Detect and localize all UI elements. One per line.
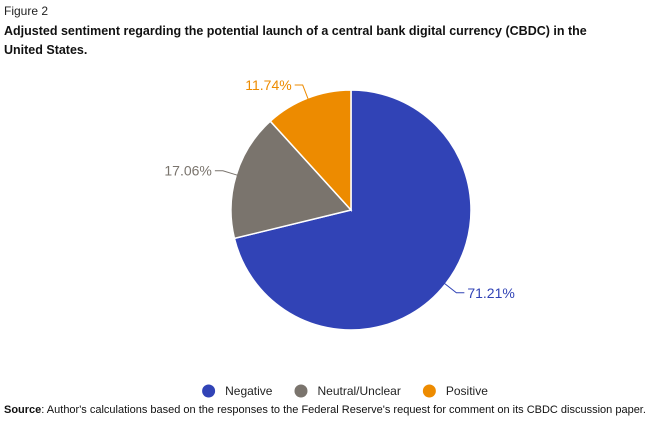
legend-label-positive: Positive: [446, 384, 488, 398]
leader-line-negative: [443, 282, 465, 294]
source-note: Source: Author's calculations based on t…: [4, 403, 646, 417]
leader-line-positive: [294, 84, 309, 101]
data-label-neutral-unclear: 17.06%: [164, 163, 211, 179]
figure-label: Figure 2: [4, 4, 49, 18]
legend: Negative Neutral/Unclear Positive: [202, 384, 488, 398]
chart-title: Adjusted sentiment regarding the potenti…: [4, 24, 587, 57]
legend-marker-negative: [202, 384, 216, 398]
leader-line-neutral-unclear: [214, 170, 239, 176]
data-label-positive: 11.74%: [245, 77, 291, 93]
source-text: : Author's calculations based on the res…: [41, 404, 646, 416]
legend-marker-positive: [422, 384, 436, 398]
legend-marker-neutral-unclear: [294, 384, 308, 398]
data-label-negative: 71.21%: [467, 285, 514, 301]
legend-label-negative: Negative: [225, 384, 273, 398]
legend-label-neutral-unclear: Neutral/Unclear: [317, 384, 400, 398]
source-label: Source: [4, 404, 42, 416]
